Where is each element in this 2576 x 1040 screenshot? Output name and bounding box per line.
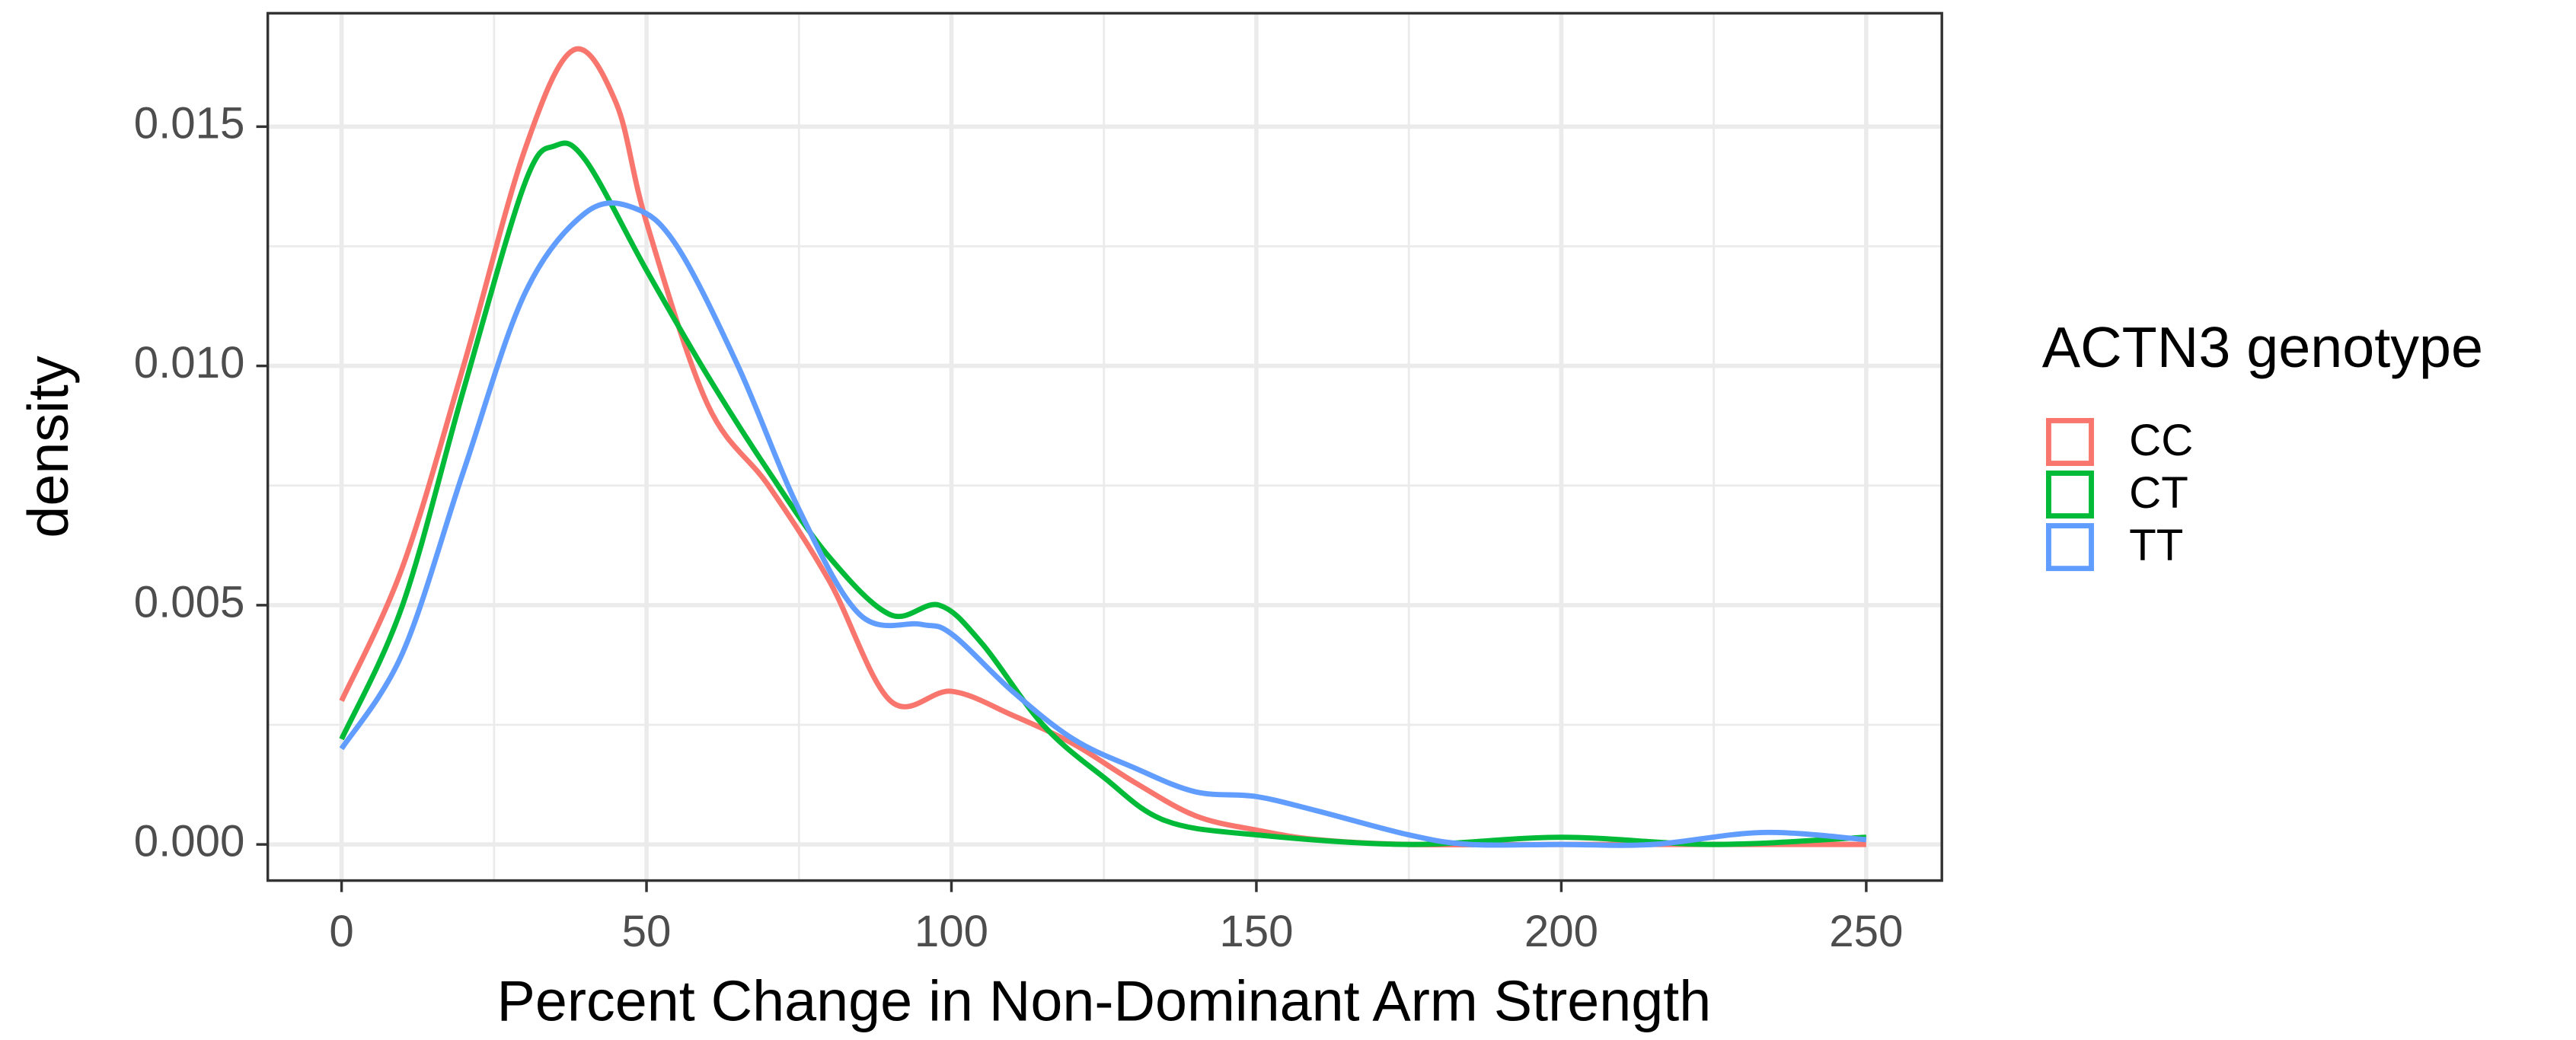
legend-label: CT	[2129, 468, 2188, 518]
density-line	[339, 200, 1867, 848]
axes: 0 50 100 150 200 250 0.000 0.005 0.010 0.015	[134, 99, 1904, 956]
x-tick-label: 0	[329, 907, 353, 956]
legend-key	[2045, 471, 2094, 519]
x-tick-label: 250	[1829, 907, 1903, 956]
legend-label: CC	[2129, 416, 2193, 465]
legend-label: TT	[2129, 521, 2183, 570]
y-axis-title: density	[17, 356, 81, 538]
legend-key	[2045, 523, 2094, 572]
x-tick-label: 200	[1524, 907, 1598, 956]
panel-border	[266, 11, 1943, 882]
legend-title: ACTN3 genotype	[2042, 316, 2483, 380]
y-tick-label: 0.000	[134, 817, 245, 866]
grid	[267, 13, 1942, 881]
x-tick-label: 100	[915, 907, 988, 956]
x-tick-label: 50	[622, 907, 672, 956]
lines	[339, 46, 1867, 848]
x-axis-title: Percent Change in Non-Dominant Arm Stren…	[496, 970, 1711, 1034]
y-tick-label: 0.005	[134, 577, 245, 627]
density-line	[339, 140, 1867, 847]
y-tick-label: 0.010	[134, 338, 245, 388]
x-tick-label: 150	[1219, 907, 1293, 956]
legend-key	[2045, 418, 2094, 467]
y-tick-label: 0.015	[134, 99, 245, 148]
